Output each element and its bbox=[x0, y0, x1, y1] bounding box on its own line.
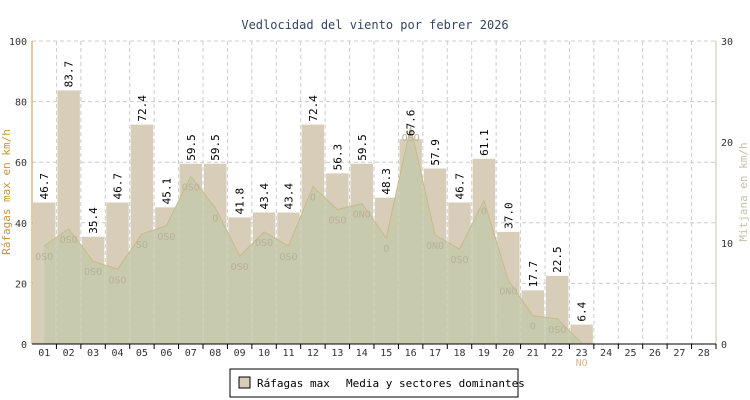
y2-tick-label: 20 bbox=[721, 138, 733, 149]
bar-value-label: 43.4 bbox=[258, 183, 271, 210]
sector-label: O bbox=[530, 322, 536, 333]
y-tick-label: 60 bbox=[15, 158, 27, 169]
sector-label: O bbox=[212, 214, 218, 225]
x-tick-label: 18 bbox=[453, 348, 465, 359]
bar-value-label: 37.0 bbox=[502, 202, 515, 229]
x-tick-label: 02 bbox=[63, 348, 75, 359]
sector-label: O bbox=[383, 244, 389, 255]
x-tick-label: 22 bbox=[551, 348, 563, 359]
sector-label: OSO bbox=[450, 255, 468, 266]
x-tick-label: 01 bbox=[38, 348, 50, 359]
bar-value-label: 83.7 bbox=[63, 61, 76, 88]
y-tick-label: 0 bbox=[21, 340, 27, 351]
bar-value-label: 22.5 bbox=[551, 246, 564, 273]
x-tick-label: 04 bbox=[111, 348, 123, 359]
x-tick-label: 08 bbox=[209, 348, 221, 359]
x-tick-label: 21 bbox=[527, 348, 539, 359]
y2-tick-label: 0 bbox=[721, 340, 727, 351]
average-line bbox=[43, 126, 582, 344]
bar-value-label: 59.5 bbox=[209, 134, 222, 161]
bar-value-label: 35.4 bbox=[87, 207, 100, 234]
bar-value-label: 46.7 bbox=[112, 173, 125, 200]
y2-axis-title: Mitjana en km/h bbox=[737, 142, 750, 241]
bar-value-label: 6.4 bbox=[576, 301, 589, 321]
sector-label: OSO bbox=[157, 232, 175, 243]
y2-tick-label: 10 bbox=[721, 239, 733, 250]
bar-value-label: 61.1 bbox=[478, 129, 491, 156]
x-tick-label: 12 bbox=[307, 348, 319, 359]
sector-label: OSO bbox=[35, 252, 53, 263]
bar-value-label: 59.5 bbox=[185, 134, 198, 161]
x-tick-label: 15 bbox=[380, 348, 392, 359]
bar-value-label: 57.9 bbox=[429, 139, 442, 166]
x-tick-label: 10 bbox=[258, 348, 270, 359]
sector-label: OSO bbox=[231, 262, 249, 273]
y-tick-label: 20 bbox=[15, 279, 27, 290]
x-tick-label: 23 bbox=[576, 348, 588, 359]
legend-label: Media y sectores dominantes bbox=[346, 377, 525, 390]
bar-value-label: 48.3 bbox=[380, 168, 393, 195]
sector-label: O bbox=[481, 207, 487, 218]
x-tick-label: 07 bbox=[185, 348, 197, 359]
x-tick-label: 11 bbox=[282, 348, 294, 359]
sector-label: OSO bbox=[84, 267, 102, 278]
chart-title: Vedlocidad del viento por febrer 2026 bbox=[241, 18, 508, 32]
sector-label: OSO bbox=[402, 133, 420, 144]
y-tick-label: 100 bbox=[9, 37, 27, 48]
bar-value-label: 46.7 bbox=[454, 173, 467, 200]
x-tick-label: 25 bbox=[624, 348, 636, 359]
sector-label: OSO bbox=[548, 325, 566, 336]
bar-value-label: 72.4 bbox=[136, 95, 149, 122]
sector-label: OSO bbox=[255, 238, 273, 249]
x-tick-label: 20 bbox=[502, 348, 514, 359]
bar-value-label: 59.5 bbox=[356, 134, 369, 161]
legend bbox=[229, 368, 519, 398]
x-tick-label: 06 bbox=[160, 348, 172, 359]
sector-label: OSO bbox=[60, 235, 78, 246]
sector-label: OSO bbox=[108, 275, 126, 286]
x-tick-label: 03 bbox=[87, 348, 99, 359]
bar-value-label: 17.7 bbox=[527, 261, 540, 288]
x-tick-label: 09 bbox=[234, 348, 246, 359]
sector-label: ONO bbox=[499, 286, 517, 297]
legend-swatch-bar bbox=[238, 376, 251, 389]
x-tick-label: 27 bbox=[673, 348, 685, 359]
sector-label: SO bbox=[136, 240, 148, 251]
sector-label: OSO bbox=[279, 252, 297, 263]
bar-value-label: 56.3 bbox=[331, 144, 344, 171]
bar-value-label: 45.1 bbox=[160, 178, 173, 205]
sector-label: O bbox=[310, 192, 316, 203]
sector-label: ONO bbox=[426, 241, 444, 252]
x-tick-label: 13 bbox=[331, 348, 343, 359]
x-tick-label: 16 bbox=[405, 348, 417, 359]
sector-label: ONO bbox=[353, 210, 371, 221]
bar-value-label: 67.6 bbox=[405, 110, 418, 137]
x-tick-label: 14 bbox=[356, 348, 368, 359]
x-tick-label: 26 bbox=[649, 348, 661, 359]
bar-value-label: 72.4 bbox=[307, 95, 320, 122]
y-tick-label: 40 bbox=[15, 219, 27, 230]
sector-label: NO bbox=[576, 358, 588, 369]
x-tick-label: 05 bbox=[136, 348, 148, 359]
bar-value-label: 46.7 bbox=[38, 173, 51, 200]
sector-label: OSO bbox=[182, 182, 200, 193]
bar-value-label: 43.4 bbox=[283, 183, 296, 210]
bar-value-label: 41.8 bbox=[234, 188, 247, 215]
legend-label: Ráfagas max bbox=[257, 377, 330, 390]
y-tick-label: 80 bbox=[15, 98, 27, 109]
x-tick-label: 28 bbox=[698, 348, 710, 359]
x-tick-label: 19 bbox=[478, 348, 490, 359]
average-area bbox=[44, 126, 582, 344]
sector-label: OSO bbox=[328, 216, 346, 227]
y-axis-title: Ráfagas max en km/h bbox=[0, 129, 13, 255]
y2-tick-label: 30 bbox=[721, 37, 733, 48]
x-tick-label: 24 bbox=[600, 348, 612, 359]
x-tick-label: 17 bbox=[429, 348, 441, 359]
